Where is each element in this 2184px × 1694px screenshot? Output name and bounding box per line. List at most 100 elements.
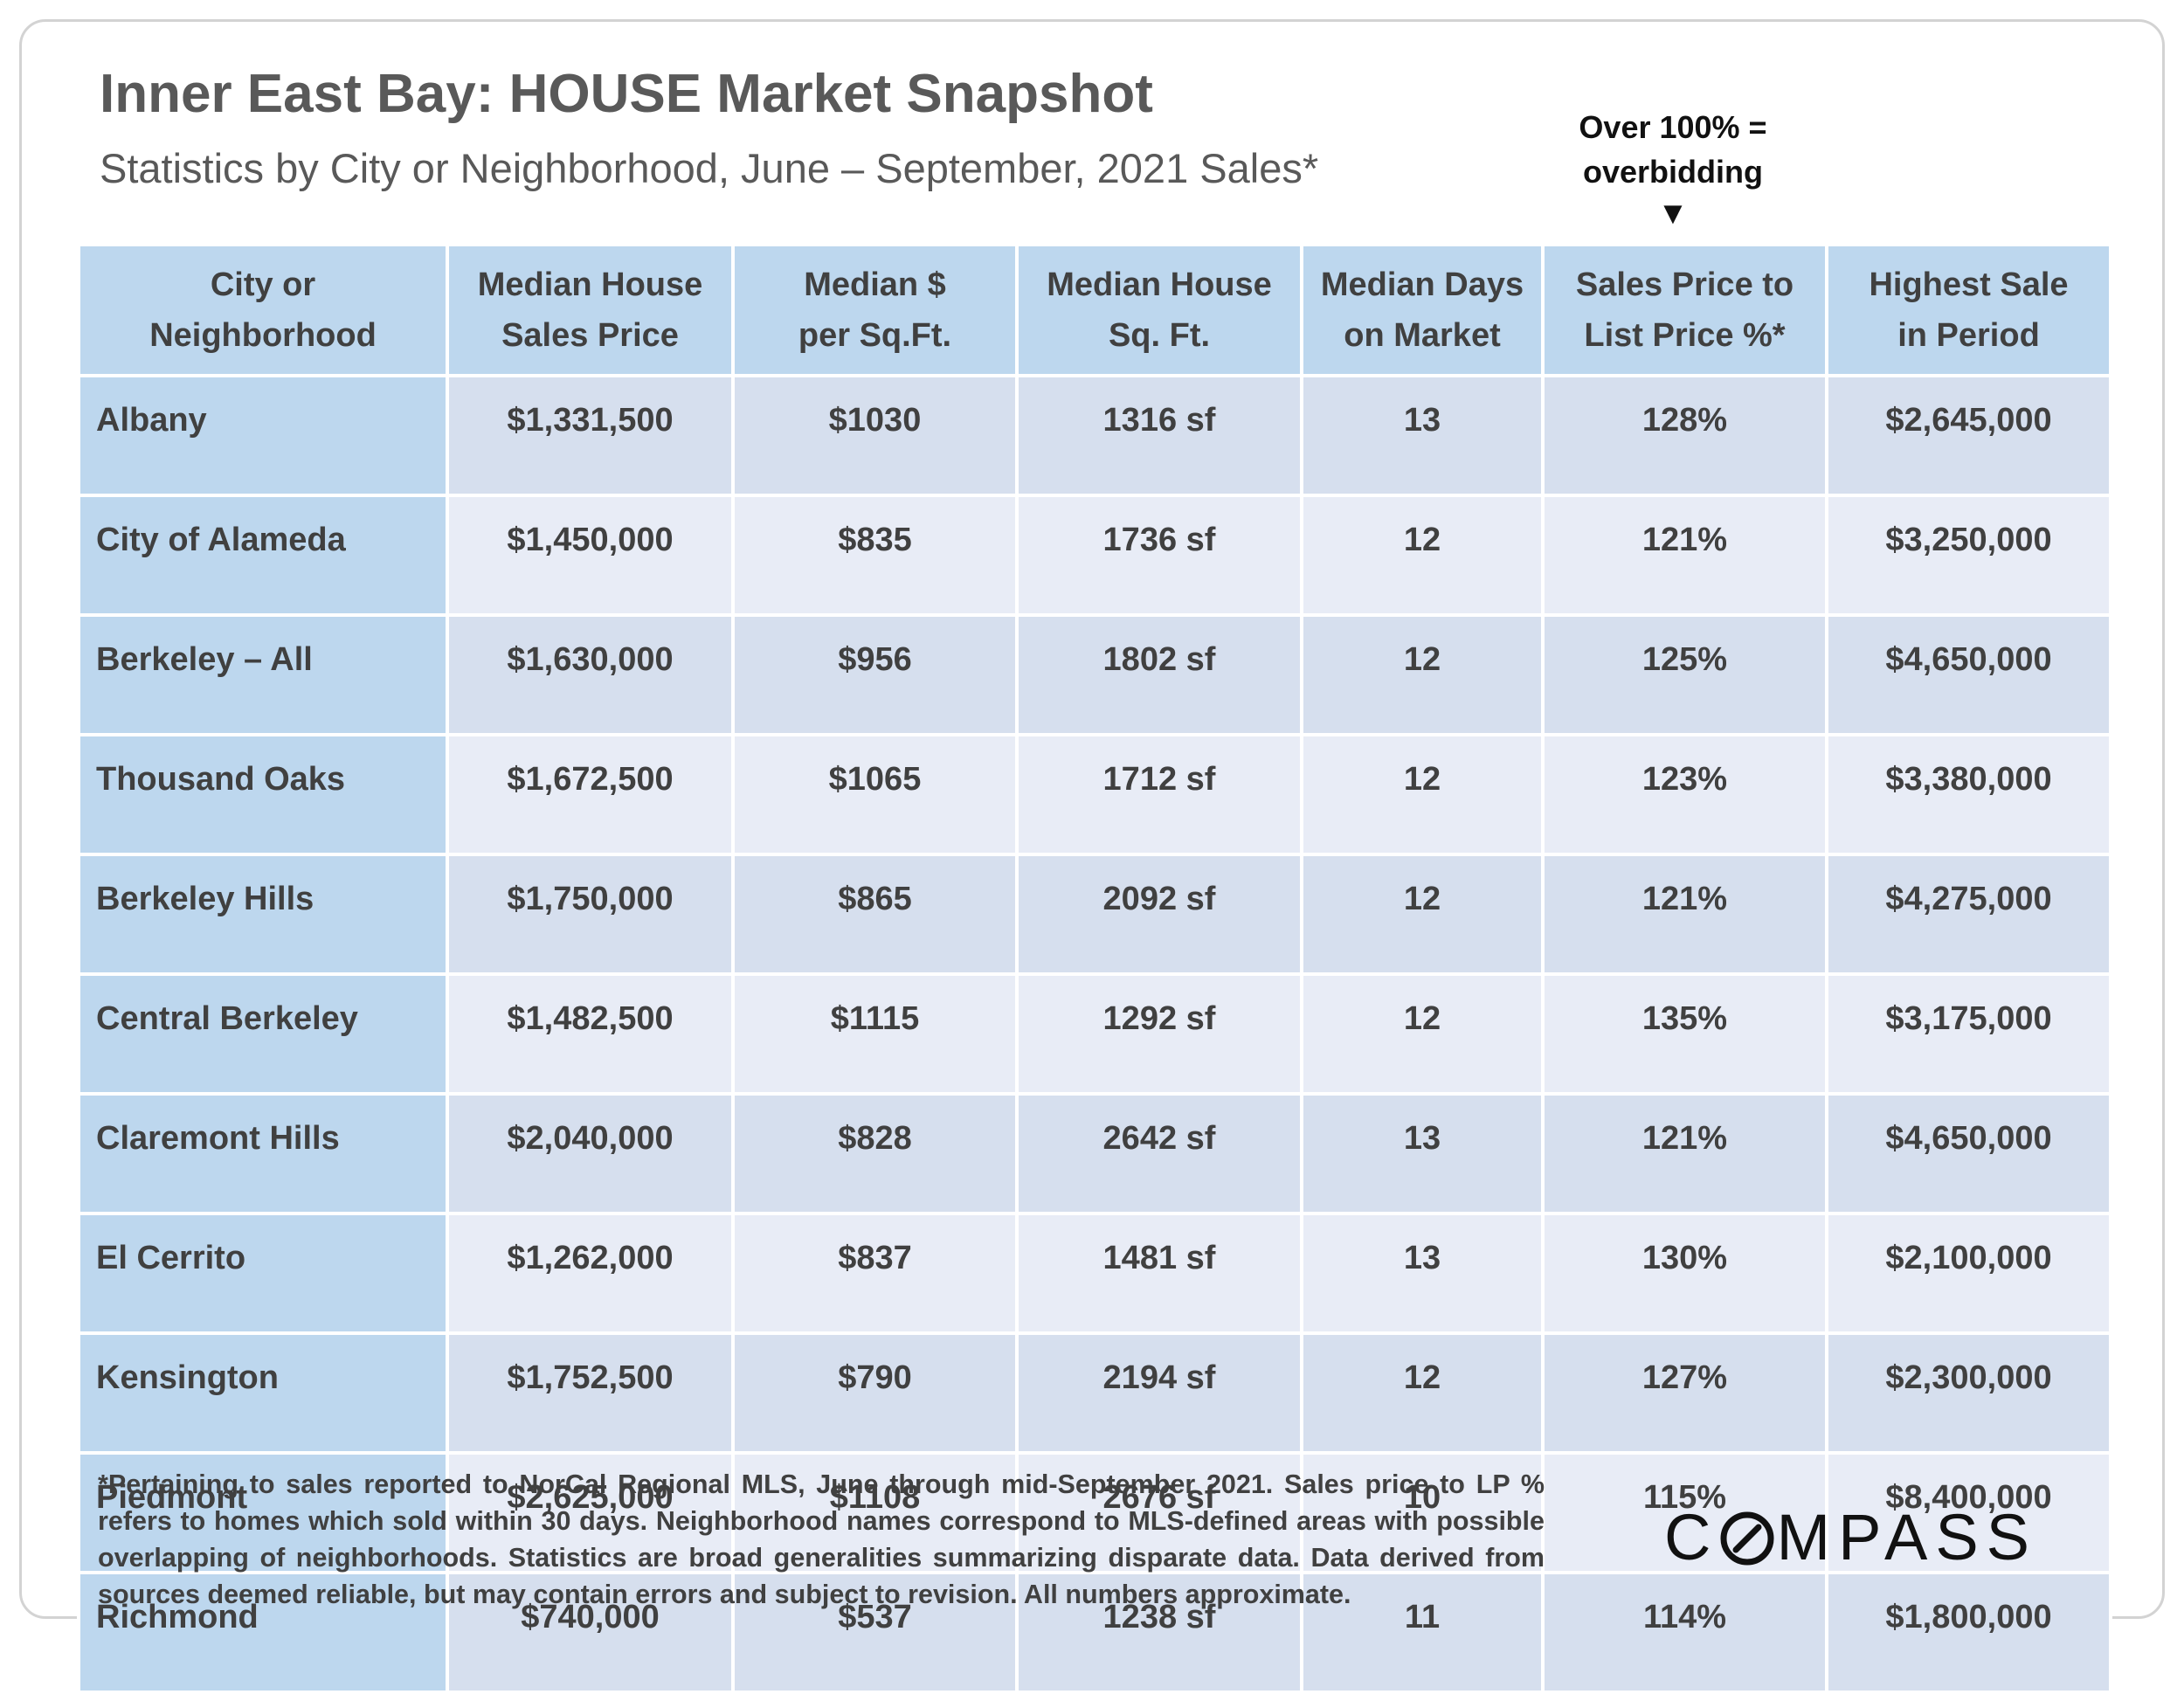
value-cell: $2,040,000 (446, 1092, 735, 1215)
value-cell: $1030 (731, 374, 1019, 497)
column-header: Highest Sale in Period (1825, 243, 2112, 377)
column-header: City or Neighborhood (77, 243, 449, 377)
logo-text-start: C (1664, 1501, 1719, 1573)
market-table: City or Neighborhood Median House Sales Pri… (77, 243, 2112, 1694)
value-cell: $3,175,000 (1825, 972, 2112, 1096)
value-cell: $1,752,500 (446, 1331, 735, 1455)
table-row: Piedmont $2,625,000 $1108 2676 sf 10 115% $8,4… (77, 1451, 2112, 1574)
table-row: Albany $1,331,500 $1030 1316 sf 13 128% $2,645… (77, 374, 2112, 497)
city-name-cell: Berkeley Hills (77, 853, 449, 976)
table-row: Claremont Hills $2,040,000 $828 2642 sf 13 12… (77, 1092, 2112, 1215)
column-header-line: per Sq.Ft. (798, 317, 952, 354)
city-name-cell: Piedmont (77, 1451, 449, 1574)
overbidding-note-text: Over 100% = overbidding (1579, 109, 1767, 190)
compass-logo: C MPASS (1664, 1503, 2037, 1573)
value-cell: 123% (1541, 733, 1828, 856)
value-cell: 2194 sf (1015, 1331, 1303, 1455)
value-cell: 12 (1300, 494, 1545, 617)
column-header: Median Days on Market (1300, 243, 1545, 377)
city-name-cell: El Cerrito (77, 1212, 449, 1335)
value-cell: 1316 sf (1015, 374, 1303, 497)
column-header-line: List Price %* (1584, 317, 1786, 354)
table-row: Thousand Oaks $1,672,500 $1065 1712 sf 12 123… (77, 733, 2112, 856)
value-cell: $2,100,000 (1825, 1212, 2112, 1335)
column-header-line: Median House (1047, 266, 1272, 303)
column-header-line: Highest Sale (1869, 266, 2069, 303)
table-row: Central Berkeley $1,482,500 $1115 1292 sf 12… (77, 972, 2112, 1096)
value-cell: 1481 sf (1015, 1212, 1303, 1335)
table-header-row: City or Neighborhood Median House Sales Pri… (77, 243, 2112, 377)
table-row: Kensington $1,752,500 $790 2194 sf 12 127% $2,… (77, 1331, 2112, 1455)
table-row: Berkeley – All $1,630,000 $956 1802 sf 12 125… (77, 613, 2112, 736)
value-cell: 125% (1541, 613, 1828, 736)
value-cell: 13 (1300, 374, 1545, 497)
chart-title: Inner East Bay: HOUSE Market Snapshot (100, 64, 1153, 124)
value-cell: $956 (731, 613, 1019, 736)
value-cell: 10 (1300, 1451, 1545, 1574)
value-cell: $1108 (731, 1451, 1019, 1574)
value-cell: 2676 sf (1015, 1451, 1303, 1574)
value-cell: $1,750,000 (446, 853, 735, 976)
value-cell: 12 (1300, 853, 1545, 976)
column-header-line: Median Days (1320, 266, 1524, 303)
footnote: *Pertaining to sales reported to NorCal … (98, 1469, 1545, 1609)
column-header: Median $ per Sq.Ft. (731, 243, 1019, 377)
city-name-cell: City of Alameda (77, 494, 449, 617)
value-cell: 130% (1541, 1212, 1828, 1335)
value-cell: $865 (731, 853, 1019, 976)
down-arrow-icon: ▼ (1657, 195, 1689, 231)
value-cell: 128% (1541, 374, 1828, 497)
value-cell: 121% (1541, 1092, 1828, 1215)
value-cell: 115% (1541, 1451, 1828, 1574)
column-header: Median House Sales Price (446, 243, 735, 377)
column-header-line: Median $ (804, 266, 946, 303)
value-cell: $4,650,000 (1825, 613, 2112, 736)
value-cell: 12 (1300, 613, 1545, 736)
value-cell: 12 (1300, 1331, 1545, 1455)
table-body: Albany $1,331,500 $1030 1316 sf 13 128% $2,645… (77, 374, 2112, 1694)
city-name-cell: Kensington (77, 1331, 449, 1455)
column-header-line: Sales Price (501, 317, 679, 354)
value-cell: $8,400,000 (1825, 1451, 2112, 1574)
column-header-line: Sq. Ft. (1108, 317, 1211, 354)
value-cell: 121% (1541, 853, 1828, 976)
compass-o-icon (1718, 1503, 1776, 1573)
value-cell: 12 (1300, 972, 1545, 1096)
logo-text-end: MPASS (1776, 1501, 2038, 1573)
value-cell: $837 (731, 1212, 1019, 1335)
value-cell: $1,482,500 (446, 972, 735, 1096)
city-name-cell: Claremont Hills (77, 1092, 449, 1215)
value-cell: $828 (731, 1092, 1019, 1215)
column-header-line: in Period (1897, 317, 2040, 354)
value-cell: 2642 sf (1015, 1092, 1303, 1215)
value-cell: $4,275,000 (1825, 853, 2112, 976)
city-name-cell: Thousand Oaks (77, 733, 449, 856)
value-cell: 1736 sf (1015, 494, 1303, 617)
value-cell: $1,331,500 (446, 374, 735, 497)
column-header-line: Median House (477, 266, 703, 303)
value-cell: $1,450,000 (446, 494, 735, 617)
value-cell: $1,672,500 (446, 733, 735, 856)
value-cell: 135% (1541, 972, 1828, 1096)
chart-subtitle: Statistics by City or Neighborhood, June… (100, 145, 1319, 191)
value-cell: $3,250,000 (1825, 494, 2112, 617)
value-cell: 1712 sf (1015, 733, 1303, 856)
value-cell: $790 (731, 1331, 1019, 1455)
column-header-line: Sales Price to (1575, 266, 1794, 303)
column-header: Sales Price to List Price %* (1541, 243, 1828, 377)
value-cell: $2,300,000 (1825, 1331, 2112, 1455)
value-cell: $2,645,000 (1825, 374, 2112, 497)
table-row: Berkeley Hills $1,750,000 $865 2092 sf 12 121… (77, 853, 2112, 976)
table-row: City of Alameda $1,450,000 $835 1736 sf 12 12… (77, 494, 2112, 617)
value-cell: 2092 sf (1015, 853, 1303, 976)
city-name-cell: Berkeley – All (77, 613, 449, 736)
value-cell: $3,380,000 (1825, 733, 2112, 856)
value-cell: $1115 (731, 972, 1019, 1096)
value-cell: 12 (1300, 733, 1545, 856)
value-cell: $1065 (731, 733, 1019, 856)
value-cell: 13 (1300, 1212, 1545, 1335)
value-cell: 1292 sf (1015, 972, 1303, 1096)
value-cell: $1,630,000 (446, 613, 735, 736)
value-cell: $1,800,000 (1825, 1571, 2112, 1694)
column-header-line: City or (210, 266, 316, 303)
